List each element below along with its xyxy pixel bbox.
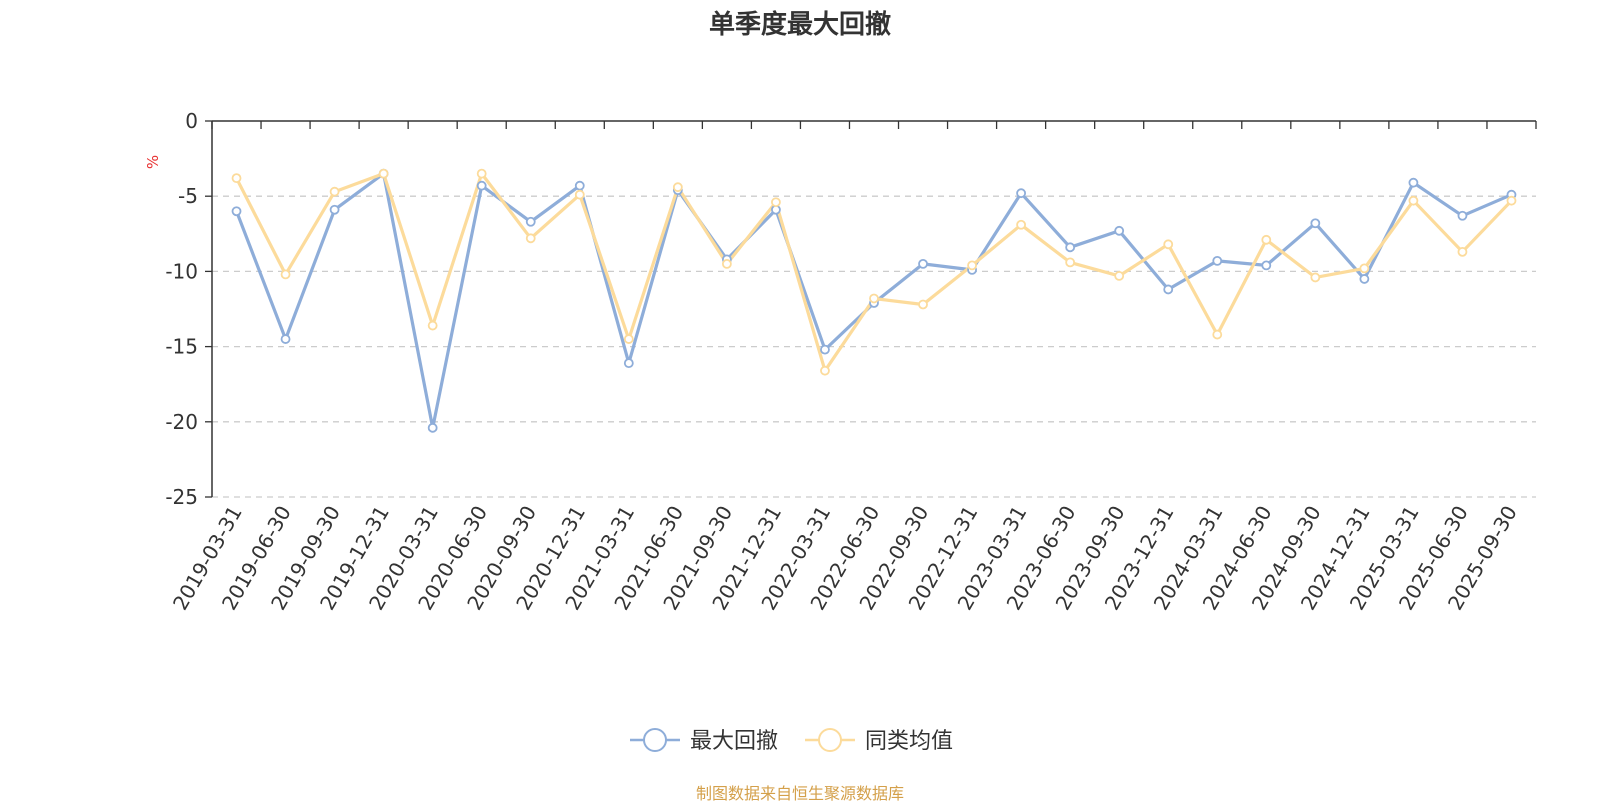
- y-tick-label: -10: [165, 259, 198, 283]
- data-point: [1163, 284, 1174, 295]
- data-point: [1408, 195, 1419, 206]
- y-tick-label: -5: [178, 184, 198, 208]
- legend-label: 同类均值: [865, 729, 953, 754]
- data-point: [1359, 263, 1370, 274]
- data-point: [1261, 260, 1272, 271]
- data-point: [476, 180, 487, 191]
- y-tick-label: -15: [165, 335, 198, 359]
- data-point: [918, 258, 928, 269]
- data-point: [1310, 272, 1321, 283]
- data-point: [623, 334, 634, 344]
- data-point: [1114, 225, 1125, 236]
- data-point: [1457, 246, 1468, 257]
- data-point: [1310, 218, 1321, 229]
- data-point: [1408, 177, 1419, 188]
- y-tick-label: -20: [165, 410, 198, 434]
- data-point: [771, 197, 781, 208]
- legend-marker: [818, 728, 842, 752]
- series-line-1: [235, 172, 1513, 373]
- legend-marker: [643, 728, 667, 752]
- legend-label: 最大回撤: [690, 729, 778, 754]
- y-tick-label: -25: [165, 485, 198, 509]
- data-point: [1457, 210, 1468, 221]
- data-point: [721, 258, 732, 269]
- data-point: [1506, 195, 1517, 206]
- data-point: [231, 206, 242, 217]
- data-point: [427, 320, 438, 331]
- data-point: [672, 182, 683, 193]
- y-tick-label: 0: [185, 109, 198, 133]
- data-point: [1065, 242, 1076, 253]
- data-point: [378, 168, 389, 179]
- data-point: [1114, 271, 1125, 281]
- data-point: [427, 422, 438, 433]
- data-point: [1065, 257, 1076, 268]
- data-point: [1212, 329, 1223, 340]
- y-axis-label: %: [144, 155, 162, 169]
- data-point: [525, 216, 536, 227]
- data-point: [1016, 188, 1027, 199]
- data-point: [329, 204, 340, 215]
- data-point: [918, 299, 928, 310]
- data-point: [1261, 234, 1272, 245]
- data-point: [280, 269, 291, 280]
- chart-title: 单季度最大回撤: [708, 10, 891, 40]
- data-point: [967, 260, 977, 271]
- data-point: [623, 358, 634, 369]
- data-point: [820, 344, 830, 355]
- data-point: [1016, 219, 1027, 230]
- data-point: [476, 168, 487, 179]
- data-point: [574, 189, 585, 200]
- data-point: [820, 365, 830, 376]
- data-point: [329, 186, 340, 197]
- data-point: [231, 173, 242, 184]
- data-point: [525, 233, 536, 244]
- data-point: [574, 180, 585, 191]
- data-point: [869, 293, 879, 304]
- data-point: [1359, 274, 1370, 284]
- data-point: [1212, 255, 1223, 266]
- data-point: [280, 334, 291, 344]
- source-note: 制图数据来自恒生聚源数据库: [695, 784, 904, 803]
- data-point: [1163, 239, 1174, 250]
